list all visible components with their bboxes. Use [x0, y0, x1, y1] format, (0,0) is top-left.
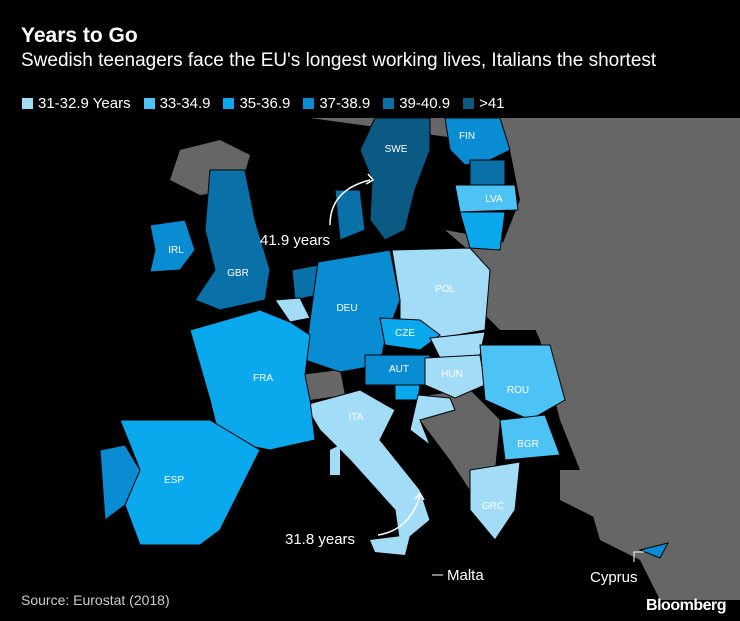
arrow-italy	[377, 494, 421, 536]
country-label: CZE	[395, 328, 415, 339]
annotation-malta: Malta	[447, 567, 484, 584]
legend-label: 33-34.9	[159, 95, 211, 112]
legend-label: >41	[479, 95, 505, 112]
country-prt	[99, 444, 141, 521]
island-sicily	[370, 535, 410, 555]
country-label: ESP	[164, 475, 184, 486]
legend-item: 33-34.9	[143, 95, 211, 112]
country-grc	[469, 461, 521, 541]
country-label: SWE	[385, 144, 408, 155]
legend-item: >41	[463, 95, 505, 112]
legend-label: 31-32.9 Years	[38, 95, 131, 112]
country-ltu	[459, 211, 506, 251]
legend-swatch	[303, 98, 315, 109]
country-label: DEU	[336, 303, 357, 314]
legend-swatch	[22, 98, 33, 109]
country-cze	[379, 317, 441, 351]
arrowhead	[414, 491, 425, 501]
country-label: GBR	[227, 268, 249, 279]
legend: 31-32.9 Years 33-34.9 35-36.9 37-38.9 39…	[22, 95, 505, 112]
country-fin	[444, 117, 511, 166]
legend-swatch	[223, 98, 235, 109]
legend-swatch	[383, 98, 395, 109]
country-label: FIN	[459, 131, 475, 142]
country-bgr	[499, 414, 561, 461]
country-rou	[479, 344, 566, 421]
country-label: IRL	[168, 245, 184, 256]
legend-item: 35-36.9	[223, 95, 290, 112]
annotation-sweden: 41.9 years	[260, 232, 330, 249]
country-est	[469, 159, 506, 186]
country-label: POL	[435, 284, 455, 295]
country-svn	[394, 384, 421, 401]
legend-swatch	[463, 98, 475, 109]
chart-subtitle: Swedish teenagers face the EU's longest …	[21, 50, 657, 71]
country-esp	[119, 419, 261, 546]
legend-label: 37-38.9	[319, 95, 371, 112]
annotation-italy: 31.8 years	[285, 531, 355, 548]
legend-item: 31-32.9 Years	[22, 95, 131, 112]
country-hun	[424, 354, 486, 399]
country-dnk	[334, 189, 366, 241]
country-label: LVA	[485, 194, 503, 205]
arrowhead	[365, 173, 375, 185]
legend-item: 39-40.9	[383, 95, 450, 112]
legend-swatch	[143, 98, 155, 109]
legend-label: 35-36.9	[239, 95, 291, 112]
country-label: HUN	[441, 369, 463, 380]
non-eu-land	[560, 470, 650, 520]
legend-item: 37-38.9	[303, 95, 370, 112]
non-eu-land	[300, 370, 345, 400]
country-ita	[304, 389, 431, 546]
country-gbr	[194, 169, 271, 311]
country-label: ITA	[349, 412, 364, 423]
arrow-sweden	[329, 179, 371, 226]
country-label: FRA	[253, 373, 273, 384]
country-label: ROU	[507, 385, 529, 396]
country-cyp	[638, 542, 669, 559]
island-sardinia	[330, 445, 340, 475]
source-note: Source: Eurostat (2018)	[21, 592, 170, 608]
legend-label: 39-40.9	[399, 95, 451, 112]
country-label: BGR	[517, 439, 539, 450]
non-eu-land	[445, 230, 560, 330]
country-hrv	[409, 394, 456, 447]
country-lva	[454, 184, 519, 213]
country-label: GRC	[482, 501, 504, 512]
chart-title: Years to Go	[21, 24, 138, 47]
country-irl	[149, 219, 196, 273]
country-label: AUT	[389, 364, 409, 375]
country-swe	[359, 117, 431, 241]
annotation-cyprus: Cyprus	[590, 569, 638, 586]
non-eu-land	[420, 390, 500, 490]
cyprus-leader	[633, 551, 644, 562]
brand-logo: Bloomberg	[646, 597, 726, 614]
